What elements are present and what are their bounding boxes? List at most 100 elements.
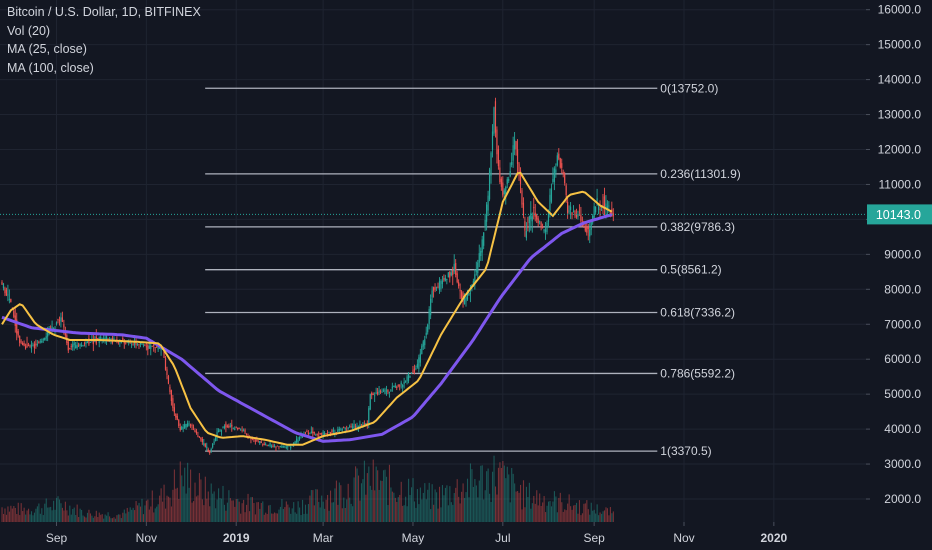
volume-bar <box>265 512 267 522</box>
volume-bar <box>61 507 63 522</box>
candle-body <box>176 415 178 420</box>
volume-bar <box>272 513 274 522</box>
volume-bar <box>338 482 340 522</box>
volume-bar <box>391 491 393 522</box>
fib-level-label: 0.5(8561.2) <box>660 263 721 277</box>
symbol-title[interactable]: Bitcoin / U.S. Dollar, 1D, BITFINEX <box>7 5 201 19</box>
volume-bar <box>355 466 357 522</box>
legend-ma25[interactable]: MA (25, close) <box>7 42 87 56</box>
volume-bar <box>184 467 186 522</box>
candle-body <box>32 345 34 347</box>
volume-bar <box>365 494 367 522</box>
volume-bar <box>556 512 558 522</box>
volume-bar <box>477 497 479 522</box>
legend-vol[interactable]: Vol (20) <box>7 23 51 38</box>
volume-bar <box>119 514 121 522</box>
volume-bar <box>111 518 114 522</box>
candle-body <box>597 207 600 210</box>
candle-body <box>29 345 31 347</box>
volume-bar <box>82 515 84 522</box>
volume-bar <box>26 510 28 522</box>
volume-bar <box>402 505 404 522</box>
candle-body <box>117 341 119 343</box>
candle-body <box>403 381 405 384</box>
volume-bar <box>13 506 15 522</box>
volume-bar <box>79 508 81 522</box>
volume-bar <box>409 495 411 522</box>
candle-body <box>279 446 281 448</box>
volume-bar <box>525 486 527 522</box>
candle-body <box>248 435 251 437</box>
volume-bar <box>509 502 511 522</box>
candle-body <box>385 390 388 392</box>
chart-legend: Bitcoin / U.S. Dollar, 1D, BITFINEX Vol … <box>7 3 201 77</box>
candle-body <box>209 450 211 454</box>
candle-body <box>219 429 221 432</box>
candle-body <box>315 434 317 436</box>
volume-bar <box>478 480 480 522</box>
candle-body <box>88 338 90 345</box>
volume-bar <box>1 507 3 522</box>
volume-bar <box>352 506 354 522</box>
volume-bar <box>344 507 346 522</box>
volume-bar <box>142 514 145 522</box>
volume-bar <box>83 516 86 522</box>
time-axis[interactable]: Sep Nov 2019 Mar May Jul Sep Nov 2020 <box>0 522 932 550</box>
volume-bar <box>244 512 246 522</box>
candle-body <box>493 107 495 134</box>
legend-ma100[interactable]: MA (100, close) <box>7 60 94 75</box>
candle-body <box>80 345 83 347</box>
candle-body <box>368 408 370 425</box>
volume-bar <box>303 513 305 522</box>
candle-body <box>290 446 292 449</box>
volume-bar <box>480 465 482 522</box>
grid <box>0 0 866 522</box>
current-price-text: 10143.0 <box>876 208 921 222</box>
candle-body <box>30 344 33 350</box>
volume-bar <box>334 488 336 522</box>
candle-body <box>195 431 198 434</box>
volume-bar <box>167 496 170 522</box>
volume-bar <box>53 500 55 522</box>
volume-bar <box>157 504 159 522</box>
volume-bar <box>570 506 572 522</box>
volume-bar <box>91 515 93 522</box>
candle-body <box>319 433 321 434</box>
volume-bar <box>356 468 358 522</box>
candle-body <box>105 336 108 341</box>
volume-bar <box>340 485 342 522</box>
volume-bar <box>483 499 485 522</box>
price-axis[interactable]: 16000.0 15000.0 14000.0 13000.0 12000.0 11000… <box>866 3 921 506</box>
volume-bar <box>29 514 31 522</box>
candle-body <box>455 263 457 275</box>
candle-body <box>225 423 227 428</box>
candle-body <box>379 391 382 393</box>
volume-bar <box>165 508 167 522</box>
candle-body <box>603 196 606 208</box>
candle-body <box>240 428 242 430</box>
candle-body <box>589 229 591 237</box>
candle-body <box>145 346 147 348</box>
volume-bar <box>122 512 124 522</box>
candle-body <box>596 198 598 202</box>
candle-body <box>278 446 280 448</box>
candle-body <box>609 212 611 214</box>
candle-body <box>469 292 472 294</box>
fib-retracement[interactable]: 0(13752.0) 0.236(11301.9) 0.382(9786.3) 0.5… <box>205 81 741 458</box>
volume-bar <box>28 508 30 522</box>
candle-body <box>17 331 19 336</box>
volume-bar <box>549 501 551 522</box>
volume-bar <box>440 507 442 522</box>
volume-bar <box>555 496 557 522</box>
volume-bar <box>362 479 364 522</box>
volume-bar <box>299 507 301 522</box>
candle-body <box>142 344 145 346</box>
candle-body <box>419 353 421 363</box>
candle-body <box>296 438 298 443</box>
volume-bar <box>413 501 416 522</box>
candle-body <box>531 216 533 222</box>
volume-bar <box>269 504 271 522</box>
volume-bar <box>315 489 317 522</box>
volume-bar <box>405 496 407 522</box>
